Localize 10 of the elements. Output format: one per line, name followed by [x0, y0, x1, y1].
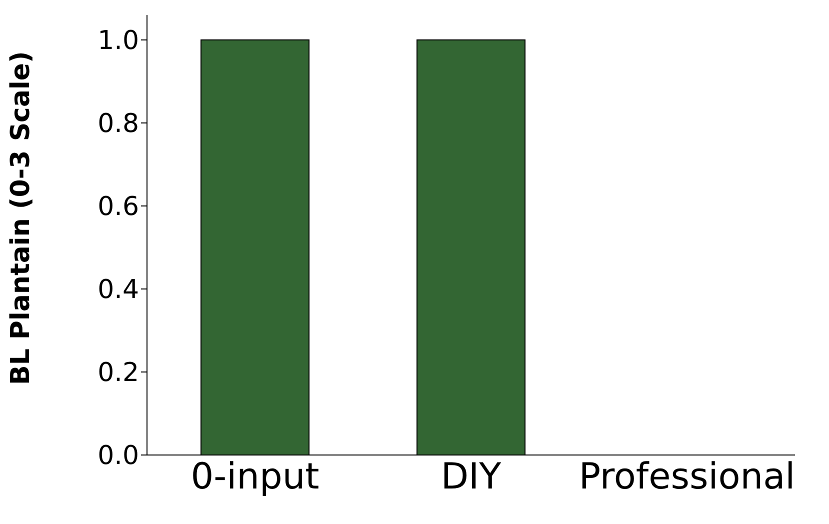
- y-tick-label: 0.8: [98, 109, 139, 140]
- y-tick-label: 0.4: [98, 275, 139, 306]
- y-axis-title: BL Plantain (0-3 Scale): [6, 51, 36, 385]
- x-tick-label: 0-input: [190, 456, 320, 498]
- y-tick-label: 0.2: [98, 358, 139, 388]
- x-tick-label: Professional: [578, 456, 796, 498]
- y-tick-label: 1.0: [98, 26, 139, 56]
- y-tick-label: 0.6: [98, 192, 139, 222]
- x-tick-label: DIY: [440, 456, 502, 498]
- y-tick-label: 0.0: [98, 441, 139, 472]
